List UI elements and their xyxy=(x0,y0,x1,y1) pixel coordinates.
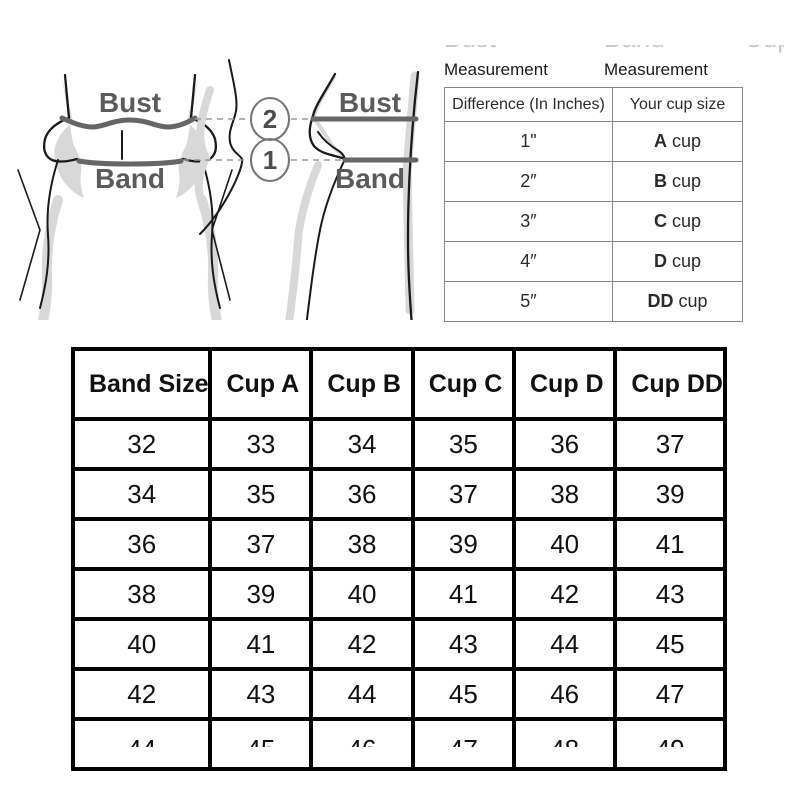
svg-text:1: 1 xyxy=(263,145,277,175)
svg-text:Bust: Bust xyxy=(99,87,161,118)
svg-text:2: 2 xyxy=(263,104,277,134)
svg-text:Bust: Bust xyxy=(339,87,401,118)
svg-text:Band: Band xyxy=(95,163,165,194)
svg-text:Band: Band xyxy=(335,163,405,194)
